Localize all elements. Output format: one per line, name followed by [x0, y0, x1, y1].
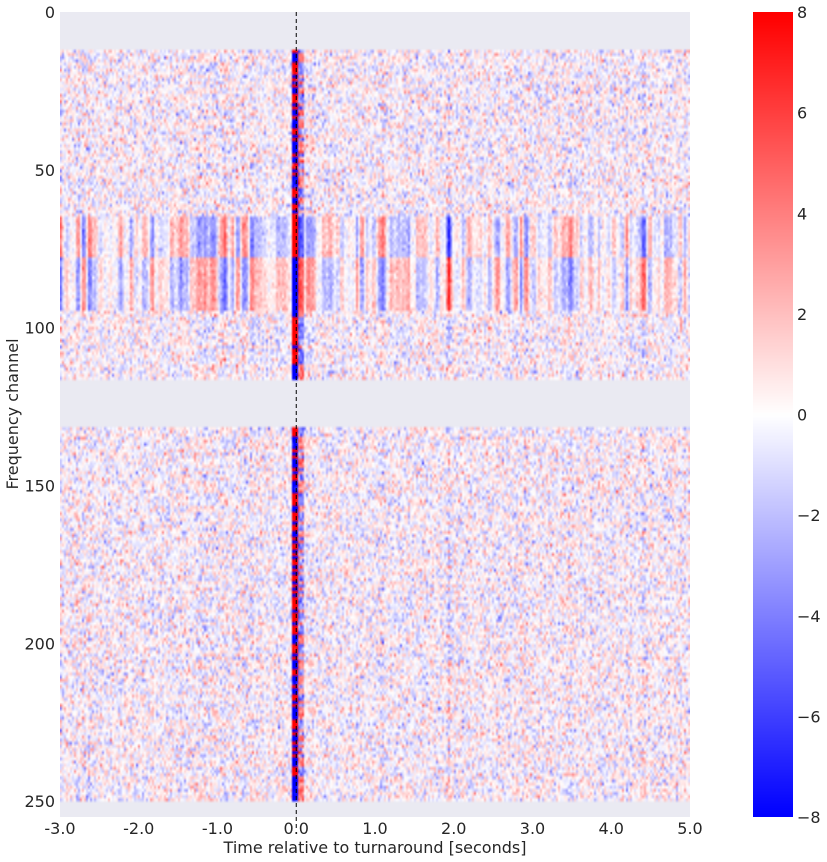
colorbar-gradient: [753, 12, 793, 817]
colorbar-tick-label: −2: [797, 506, 821, 525]
x-tick-label: 2.0: [441, 819, 466, 838]
colorbar-tick-label: −4: [797, 607, 821, 626]
y-tick-label: 200: [24, 634, 55, 653]
colorbar-tick-label: 2: [797, 305, 807, 324]
x-tick-label: 4.0: [599, 819, 624, 838]
x-axis-ticks: -3.0 -2.0 -1.0 0.0 1.0 2.0 3.0 4.0 5.0: [44, 819, 702, 838]
x-tick-label: -2.0: [123, 819, 154, 838]
colorbar-tick-label: 0: [797, 406, 807, 425]
y-axis-label: Frequency channel: [3, 338, 22, 489]
y-tick-label: 50: [35, 161, 55, 180]
colorbar-ticks: 8 6 4 2 0 −2 −4 −6 −8: [797, 3, 821, 827]
y-tick-label: 250: [24, 792, 55, 811]
x-tick-label: 5.0: [677, 819, 702, 838]
y-axis-ticks: 0 50 100 150 200 250: [24, 3, 55, 811]
colorbar-tick-label: −6: [797, 707, 821, 726]
x-tick-label: 0.0: [284, 819, 309, 838]
x-tick-label: 3.0: [520, 819, 545, 838]
y-tick-label: 0: [45, 3, 55, 22]
x-tick-label: -3.0: [44, 819, 75, 838]
x-tick-label: 1.0: [362, 819, 387, 838]
heatmap-image: [60, 12, 690, 817]
colorbar-tick-label: 6: [797, 104, 807, 123]
y-tick-label: 150: [24, 477, 55, 496]
colorbar-tick-label: 4: [797, 204, 807, 223]
x-axis-label: Time relative to turnaround [seconds]: [223, 838, 527, 857]
colorbar-tick-label: −8: [797, 808, 821, 827]
colorbar-tick-label: 8: [797, 3, 807, 22]
x-tick-label: -1.0: [202, 819, 233, 838]
y-tick-label: 100: [24, 319, 55, 338]
